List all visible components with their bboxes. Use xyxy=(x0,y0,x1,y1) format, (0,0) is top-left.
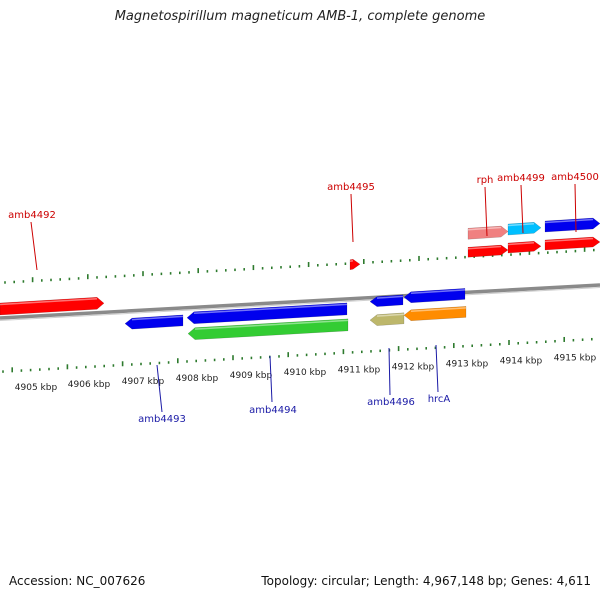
gene-shine xyxy=(194,319,349,330)
label-leader xyxy=(350,193,354,243)
gene-hrcA-product[interactable] xyxy=(403,306,467,322)
gene-amb4495[interactable] xyxy=(349,258,361,271)
gene-shine xyxy=(544,237,594,243)
gene-amb4499-product[interactable] xyxy=(507,221,542,236)
genome-summary: Topology: circular; Length: 4,967,148 bp… xyxy=(261,574,591,588)
gene-amb4496[interactable] xyxy=(369,294,404,307)
genome-title: Magnetospirillum magneticum AMB-1, compl… xyxy=(114,9,486,24)
scale-label: 4912 kbp xyxy=(392,362,435,372)
scale-label: 4913 kbp xyxy=(446,359,489,369)
gene-label-amb4495[interactable]: amb4495 xyxy=(327,182,375,193)
gene-shine xyxy=(544,218,594,224)
gene-label-amb4499[interactable]: amb4499 xyxy=(497,173,545,184)
gene-rph[interactable] xyxy=(467,244,509,258)
backbone-line xyxy=(0,283,600,320)
label-leader xyxy=(574,183,577,233)
label-leader xyxy=(388,347,391,396)
gene-label-amb4492[interactable]: amb4492 xyxy=(8,210,56,221)
accession-label: Accession: NC_007626 xyxy=(9,574,146,588)
gene-shine xyxy=(410,307,467,313)
label-leader xyxy=(435,344,439,393)
gene-shine xyxy=(467,226,502,231)
gene-amb4492[interactable] xyxy=(0,297,105,316)
scale-label: 4911 kbp xyxy=(338,365,381,375)
gene-amb4494[interactable] xyxy=(186,302,348,324)
label-leader xyxy=(156,364,163,413)
scale-label: 4906 kbp xyxy=(68,380,111,390)
gene-shine xyxy=(193,303,348,314)
gene-label-hrcA[interactable]: hrcA xyxy=(428,394,451,405)
label-leader xyxy=(30,221,38,271)
gene-amb4499[interactable] xyxy=(507,240,542,254)
scale-label: 4915 kbp xyxy=(554,353,597,363)
gene-label-amb4493[interactable]: amb4493 xyxy=(138,414,186,425)
gene-hrcA[interactable] xyxy=(403,288,466,304)
scale-label: 4910 kbp xyxy=(284,368,327,378)
label-leader xyxy=(269,355,273,403)
gene-shine xyxy=(507,241,535,246)
gene-amb4500-product[interactable] xyxy=(544,217,600,233)
scale-label: 4908 kbp xyxy=(176,374,219,384)
gene-shine xyxy=(0,298,98,306)
gene-label-amb4500[interactable]: amb4500 xyxy=(551,172,599,183)
gene-shine xyxy=(376,313,405,317)
gene-amb4493[interactable] xyxy=(124,314,184,330)
scale-label: 4907 kbp xyxy=(122,377,165,387)
gene-shine xyxy=(376,295,404,299)
gene-rph-product[interactable] xyxy=(467,225,509,240)
label-leader xyxy=(520,184,524,234)
gene-shine xyxy=(507,222,535,227)
scale-label: 4905 kbp xyxy=(15,383,58,393)
scale-label: 4914 kbp xyxy=(500,356,543,366)
gene-shine xyxy=(131,315,184,321)
backbone-highlight xyxy=(0,287,600,321)
gene-label-amb4496[interactable]: amb4496 xyxy=(367,397,415,408)
gene-amb4494-product[interactable] xyxy=(187,318,349,340)
scale-label: 4909 kbp xyxy=(230,371,273,381)
gene-shine xyxy=(410,289,466,295)
gene-shine xyxy=(467,245,502,250)
gene-amb4500[interactable] xyxy=(544,236,600,251)
gene-label-amb4494[interactable]: amb4494 xyxy=(249,405,297,416)
gene-shine xyxy=(349,259,354,262)
gene-label-rph[interactable]: rph xyxy=(477,175,494,186)
gene-amb4496-product[interactable] xyxy=(369,312,405,326)
label-leader xyxy=(484,186,488,237)
